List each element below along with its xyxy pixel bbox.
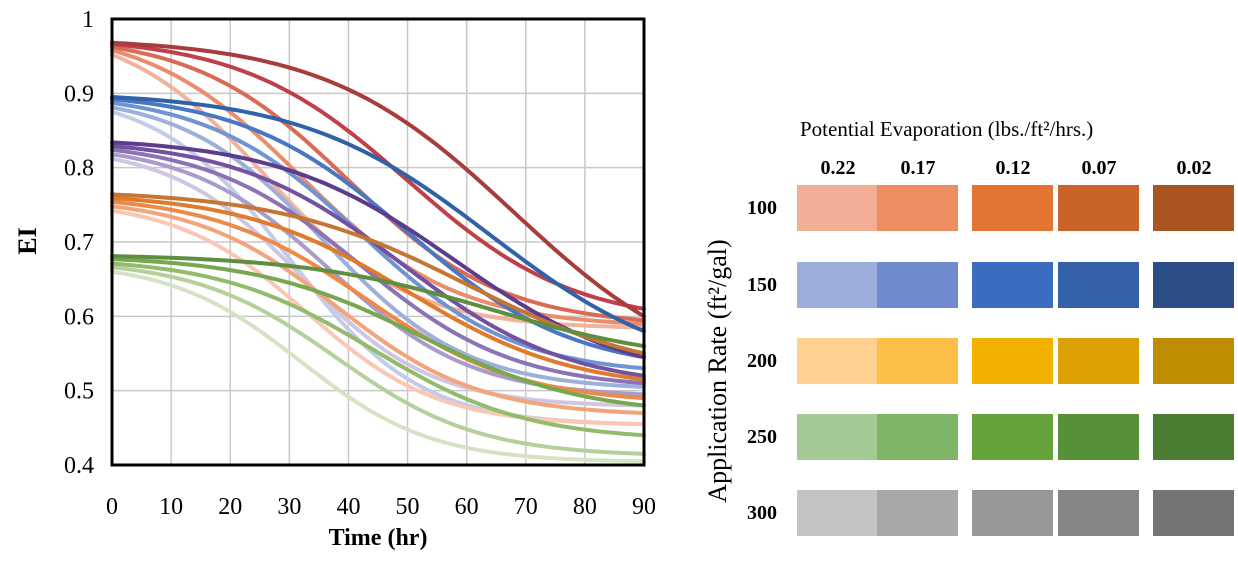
legend-row-label: 150: [747, 274, 777, 296]
x-tick-label: 0: [106, 494, 118, 520]
x-tick-label: 60: [455, 494, 479, 520]
y-tick-label: 0.6: [64, 304, 94, 330]
legend-swatch: [1058, 338, 1139, 384]
legend-swatch: [972, 338, 1053, 384]
x-tick-label: 80: [573, 494, 597, 520]
series-line-200-0.07: [110, 144, 646, 378]
y-tick-label: 0.8: [64, 156, 94, 182]
series-line-300-0.12: [110, 261, 646, 438]
legend-swatch: [972, 185, 1053, 231]
series-line-300-0.07: [110, 257, 646, 408]
legend-swatch: [877, 414, 958, 460]
x-tick-label: 20: [218, 494, 242, 520]
plot-frame: [110, 17, 646, 467]
legend-swatch: [1058, 262, 1139, 308]
legend-swatch: [972, 490, 1053, 536]
series-line-100-0.02: [110, 40, 646, 319]
legend-swatch: [1058, 414, 1139, 460]
legend-column-label: 0.12: [995, 157, 1031, 179]
legend-swatch: [1058, 490, 1139, 536]
y-tick-label: 0.7: [64, 230, 94, 256]
legend-title: Potential Evaporation (lbs./ft²/hrs.): [800, 117, 1094, 141]
x-tick-label: 30: [277, 494, 301, 520]
legend-column-label: 0.17: [900, 157, 936, 179]
y-tick-label: 1: [82, 7, 94, 33]
series-line-300-0.17: [110, 265, 646, 456]
legend-row-label: 250: [747, 426, 777, 448]
legend-column-label: 0.02: [1176, 157, 1212, 179]
series-line-250-0.22: [110, 208, 646, 427]
legend-column-label: 0.22: [820, 157, 856, 179]
y-tick-label: 0.9: [64, 81, 94, 107]
legend-swatch: [877, 338, 958, 384]
x-tick-label: 40: [336, 494, 360, 520]
series-line-150-0.17: [110, 105, 646, 389]
series-line-150-0.02: [110, 95, 646, 334]
legend-column-label: 0.07: [1081, 157, 1117, 179]
x-tick-label: 90: [632, 494, 656, 520]
legend-row-axis-label: Application Rate (ft²/gal): [703, 239, 732, 503]
series-line-250-0.07: [110, 196, 646, 382]
legend-row-label: 200: [747, 350, 777, 372]
x-tick-labels: 0 10 20 30 40 50 60 70 80 90: [106, 494, 656, 520]
y-tick-label: 0.4: [64, 453, 94, 479]
legend-swatch: [1153, 185, 1234, 231]
series-line-250-0.12: [110, 199, 646, 401]
legend-row-label: 100: [747, 197, 777, 219]
series-line-200-0.22: [110, 156, 646, 408]
legend-swatch: [1153, 490, 1234, 536]
legend-swatch: [972, 262, 1053, 308]
legend-swatch: [1058, 185, 1139, 231]
chart-series-group: [110, 40, 646, 464]
series-line-300-0.02: [110, 254, 646, 349]
legend-row-label: 300: [747, 502, 777, 524]
y-tick-labels: 0.4 0.5 0.6 0.7 0.8 0.9 1: [64, 7, 94, 479]
legend-swatch: [877, 262, 958, 308]
ei-line-chart: 0.40.50.60.70.80.91 0 10 20 30 40 50 60 70 80 90 …: [13, 7, 656, 551]
legend-swatch: [797, 490, 878, 536]
x-axis-label: Time (hr): [329, 525, 428, 551]
x-tick-label: 10: [159, 494, 183, 520]
y-tick-label: 0.5: [64, 379, 94, 405]
x-tick-label: 70: [514, 494, 538, 520]
series-line-150-0.07: [110, 97, 646, 360]
legend-swatch: [877, 490, 958, 536]
legend-swatch: [1153, 414, 1234, 460]
x-tick-label: 50: [396, 494, 420, 520]
legend-swatch: [972, 414, 1053, 460]
legend-swatch: [797, 185, 878, 231]
legend-swatch: [1153, 262, 1234, 308]
series-line-300-0.22: [110, 269, 646, 464]
legend-swatch: [1153, 338, 1234, 384]
legend-swatch: [877, 185, 958, 231]
legend-swatch: [797, 338, 878, 384]
series-line-250-0.17: [110, 204, 646, 415]
legend-swatch: [797, 262, 878, 308]
legend-swatch: [797, 414, 878, 460]
y-axis-label: EI: [13, 227, 42, 254]
